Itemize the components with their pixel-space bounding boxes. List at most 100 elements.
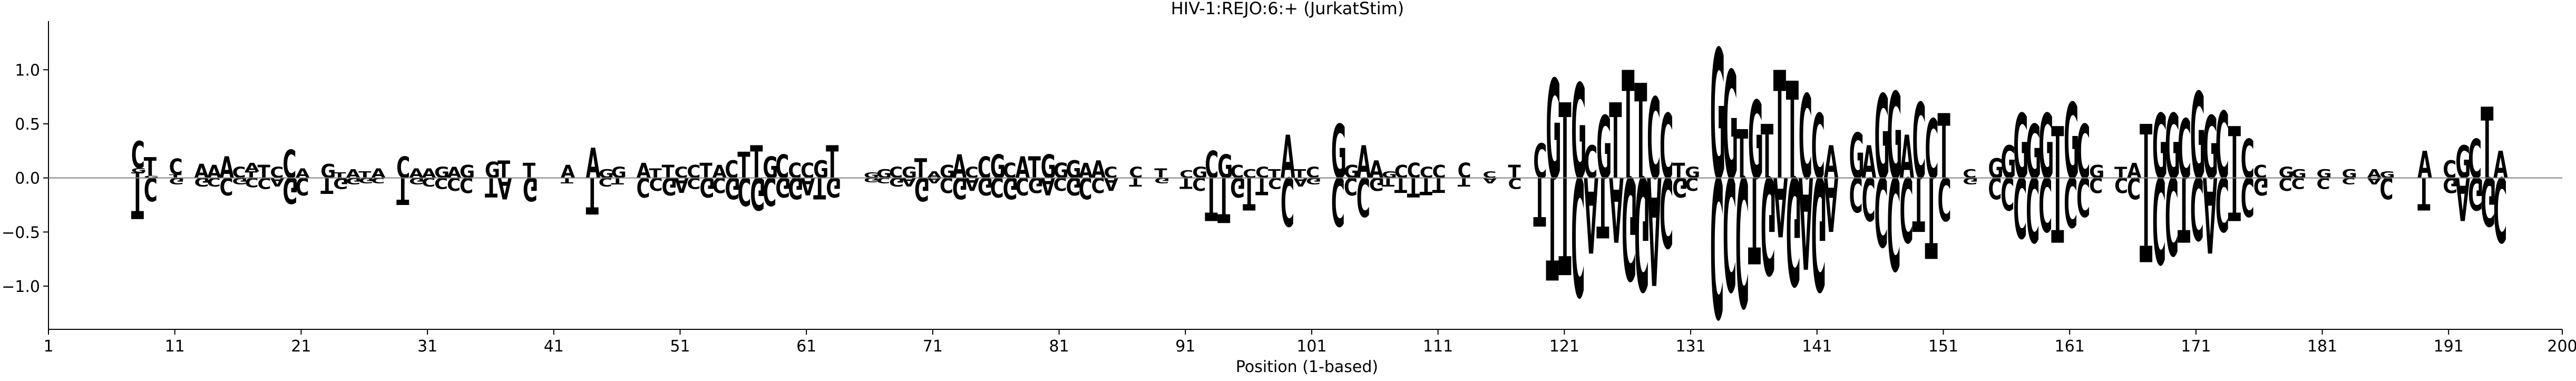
svg-text:A: A <box>1900 123 1915 192</box>
svg-text:C: C <box>295 172 309 200</box>
svg-text:C: C <box>1685 173 1699 194</box>
logo-letter-A: A <box>1647 142 1662 315</box>
logo-letter-G: G <box>952 170 968 205</box>
logo-letter-T: T <box>2178 157 2190 260</box>
svg-text:G: G <box>485 158 500 184</box>
svg-text:C: C <box>1508 174 1521 192</box>
svg-text:T: T <box>826 138 838 189</box>
logo-letter-A: A <box>2203 153 2218 273</box>
logo-letter-T: T <box>1293 167 1306 181</box>
svg-text:C: C <box>1584 138 1597 189</box>
logo-letter-T: T <box>497 155 511 183</box>
x-tick-label: 1 <box>43 337 53 356</box>
logo-letter-C: C <box>220 172 233 200</box>
svg-text:C: C <box>2013 158 2027 255</box>
svg-text:G: G <box>1217 148 1233 185</box>
svg-text:C: C <box>232 164 246 181</box>
logo-letter-G: G <box>699 171 715 202</box>
logo-letter-T: T <box>1786 54 1799 209</box>
svg-text:C: C <box>2127 170 2141 205</box>
logo-letter-G: G <box>333 174 348 192</box>
logo-letter-C: C <box>434 174 448 192</box>
logo-letter-T: T <box>649 166 662 182</box>
svg-text:C: C <box>1357 165 1370 227</box>
logo-letter-A: A <box>1483 176 1498 184</box>
svg-text:C: C <box>1331 162 1345 240</box>
logo-letter-T: T <box>1533 162 1546 240</box>
svg-text:C: C <box>2064 161 2077 240</box>
svg-text:A: A <box>2203 153 2218 273</box>
logo-letter-G: G <box>902 164 917 181</box>
svg-text:G: G <box>2064 83 2079 203</box>
x-tick-label: 71 <box>923 337 943 356</box>
logo-letter-C: C <box>1331 162 1345 240</box>
svg-text:G: G <box>2279 164 2294 181</box>
logo-letter-T: T <box>1672 159 1685 183</box>
logo-letter-T: T <box>1394 173 1408 197</box>
svg-text:C: C <box>1192 173 1206 194</box>
logo-letter-C: C <box>2241 129 2255 190</box>
logo-letter-T: T <box>1508 162 1521 182</box>
svg-text:G: G <box>1875 71 1890 206</box>
svg-text:C: C <box>220 172 233 200</box>
svg-text:A: A <box>409 166 424 182</box>
svg-text:T: T <box>1786 54 1799 209</box>
logo-letter-C: C <box>788 159 802 183</box>
logo-letter-T: T <box>2481 87 2493 201</box>
svg-text:A: A <box>270 175 285 189</box>
svg-text:C: C <box>1862 164 1876 233</box>
logo-letter-C: C <box>1268 174 1282 192</box>
svg-text:C: C <box>1811 95 1825 199</box>
svg-text:C: C <box>763 169 776 213</box>
x-tick-label: 61 <box>796 337 816 356</box>
svg-text:C: C <box>1660 95 1673 199</box>
logo-letter-C: C <box>282 142 296 187</box>
logo-letter-C: C <box>1862 164 1876 233</box>
logo-letter-C: C <box>2127 170 2141 205</box>
svg-text:A: A <box>1824 160 1839 246</box>
svg-text:G: G <box>1306 175 1321 186</box>
logo-letter-G: G <box>1546 52 1561 210</box>
svg-text:G: G <box>775 171 791 202</box>
logo-letter-C: C <box>990 171 1004 202</box>
svg-text:T: T <box>1773 41 1786 213</box>
logo-letter-A: A <box>346 167 360 181</box>
logo-letter-C: C <box>2026 157 2040 260</box>
logo-letter-T: T <box>1634 57 1647 209</box>
svg-text:G: G <box>826 171 841 202</box>
x-axis: 1 11 21 31 41 51 61 71 81 91 101 111 121 131 141 151 161… <box>43 329 2576 356</box>
logo-letter-A: A <box>371 166 386 182</box>
svg-text:C: C <box>1394 162 1408 182</box>
svg-text:T: T <box>1028 151 1041 185</box>
y-tick-label: 0.5 <box>15 115 40 134</box>
logo-letter-G: G <box>2001 138 2016 189</box>
svg-text:C: C <box>2379 170 2393 205</box>
logo-letter-C: C <box>245 174 258 190</box>
logo-letter-C: C <box>144 170 158 208</box>
svg-text:A: A <box>561 162 575 182</box>
logo-letter-C: C <box>1925 103 1938 198</box>
svg-text:G: G <box>699 171 715 202</box>
svg-text:G: G <box>661 172 677 200</box>
x-tick-label: 41 <box>544 337 564 356</box>
svg-text:T: T <box>750 138 763 189</box>
logo-letter-G: G <box>320 160 336 183</box>
svg-text:C: C <box>1913 83 1926 203</box>
logo-letter-G: G <box>1331 110 1346 196</box>
logo-letter-C: C <box>1988 170 2002 205</box>
svg-text:C: C <box>1281 162 1294 240</box>
svg-text:T: T <box>2140 110 2152 196</box>
svg-text:G: G <box>1622 145 1637 309</box>
logo-letter-G: G <box>1369 173 1384 194</box>
logo-letter-G: G <box>788 170 803 205</box>
logo-letter-C: C <box>1003 159 1017 183</box>
svg-text:C: C <box>1016 172 1029 200</box>
logo-letter-C: C <box>2253 162 2267 182</box>
logo-letter-T: T <box>1432 173 1446 197</box>
logo-letter-C: C <box>2291 174 2305 192</box>
svg-text:C: C <box>649 173 663 194</box>
svg-text:C: C <box>1458 159 1471 183</box>
svg-text:G: G <box>1003 170 1018 205</box>
svg-text:C: C <box>1104 164 1117 181</box>
